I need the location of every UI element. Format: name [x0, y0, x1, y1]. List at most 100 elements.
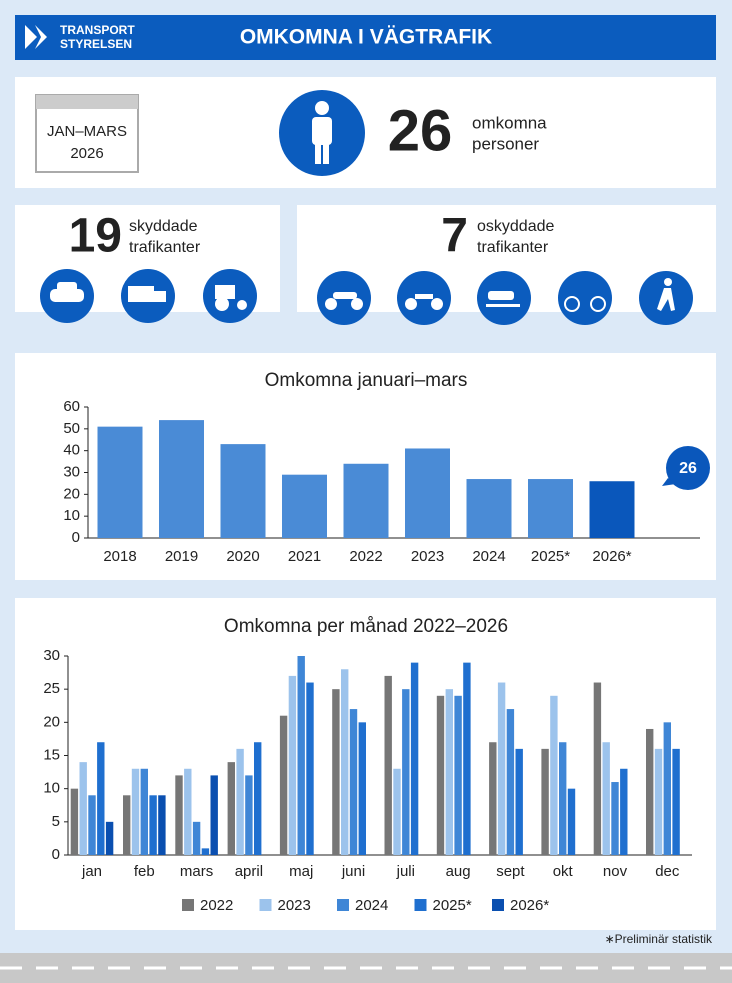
bar: [384, 675, 392, 855]
x-tick-label: 2026*: [592, 548, 631, 565]
bar: [97, 742, 105, 855]
unprotected-label: oskyddade: [477, 218, 554, 235]
legend-swatch: [259, 899, 272, 911]
x-tick-label: 2020: [226, 548, 259, 565]
x-tick-label: sept: [496, 863, 525, 880]
bar: [466, 479, 512, 538]
bar: [140, 768, 148, 855]
bar: [297, 656, 305, 855]
y-tick-label: 40: [63, 442, 80, 459]
x-tick-label: nov: [603, 863, 628, 880]
bar: [528, 479, 573, 538]
bar: [343, 463, 389, 538]
bar: [279, 715, 288, 855]
bar: [463, 662, 471, 855]
legend-label: 2025*: [433, 897, 472, 914]
y-tick-label: 10: [63, 507, 80, 524]
x-tick-label: maj: [289, 863, 313, 880]
bar: [405, 448, 450, 538]
bar: [201, 848, 210, 855]
header-bar: [15, 15, 716, 60]
y-tick-label: 50: [63, 420, 80, 437]
bar: [672, 748, 680, 855]
bar: [210, 775, 218, 855]
x-tick-label: juni: [341, 863, 365, 880]
protected-label: skyddade: [129, 218, 198, 235]
period-months: JAN–MARS: [47, 123, 127, 140]
bar: [159, 420, 204, 538]
bar: [105, 821, 114, 855]
unprotected-value: 7: [441, 210, 468, 263]
bar: [123, 795, 131, 855]
logo-text: TRANSPORT: [60, 23, 135, 37]
legend-swatch: [182, 899, 194, 911]
y-tick-label: 20: [43, 713, 60, 730]
bar: [489, 742, 497, 855]
bar: [288, 675, 297, 855]
bar: [445, 689, 453, 855]
logo-text: STYRELSEN: [60, 37, 132, 51]
calendar-top: [36, 95, 138, 109]
x-tick-label: dec: [655, 863, 680, 880]
legend-swatch: [414, 899, 427, 911]
legend-swatch: [492, 899, 504, 911]
bar: [550, 695, 558, 855]
logo-mark: [25, 25, 47, 49]
protected-value: 19: [69, 210, 122, 263]
x-tick-label: 2024: [472, 548, 505, 565]
bar: [358, 722, 366, 855]
bar: [654, 748, 663, 855]
bar: [436, 695, 445, 855]
x-tick-label: 2022: [349, 548, 382, 565]
bar: [593, 682, 602, 855]
period-year: 2026: [70, 145, 103, 162]
x-tick-label: aug: [446, 863, 471, 880]
x-tick-label: feb: [134, 863, 155, 880]
y-tick-label: 0: [52, 846, 60, 863]
bar: [541, 748, 549, 855]
bar: [306, 682, 314, 855]
y-tick-label: 60: [63, 398, 80, 415]
y-tick-label: 20: [63, 485, 80, 502]
bar: [349, 709, 358, 855]
y-tick-label: 5: [52, 813, 60, 830]
bar: [192, 821, 201, 855]
legend-label: 2026*: [510, 897, 549, 914]
x-tick-label: 2021: [288, 548, 321, 565]
bar: [341, 669, 349, 855]
bar: [402, 689, 410, 855]
x-tick-label: okt: [553, 863, 574, 880]
bar: [611, 782, 619, 855]
header-title: OMKOMNA I VÄGTRAFIK: [240, 26, 492, 49]
legend-swatch: [337, 899, 349, 911]
bar: [506, 709, 515, 855]
legend-label: 2023: [278, 897, 311, 914]
callout: [666, 446, 710, 490]
y-tick-label: 30: [43, 647, 60, 664]
bar: [175, 775, 183, 855]
bar: [646, 728, 654, 855]
legend-label: 2022: [200, 897, 233, 914]
bar: [559, 742, 567, 855]
bar: [79, 762, 87, 855]
legend-label: 2024: [355, 897, 388, 914]
bar: [254, 742, 262, 855]
bar: [410, 662, 419, 855]
bar: [184, 768, 192, 855]
footnote: ∗Preliminär statistik: [605, 932, 713, 946]
vehicle-glyphs: [50, 278, 675, 312]
bar: [158, 795, 166, 855]
bar: [88, 795, 96, 855]
total-value: 26: [388, 98, 453, 163]
bar: [220, 444, 266, 538]
person-figure: [312, 101, 332, 164]
unprotected-label: trafikanter: [477, 239, 549, 256]
bar: [332, 689, 340, 855]
y-tick-label: 10: [43, 780, 60, 797]
y-tick-label: 25: [43, 680, 60, 697]
bar: [602, 742, 610, 855]
bar: [282, 474, 327, 538]
x-tick-label: 2023: [411, 548, 444, 565]
bar: [149, 795, 157, 855]
